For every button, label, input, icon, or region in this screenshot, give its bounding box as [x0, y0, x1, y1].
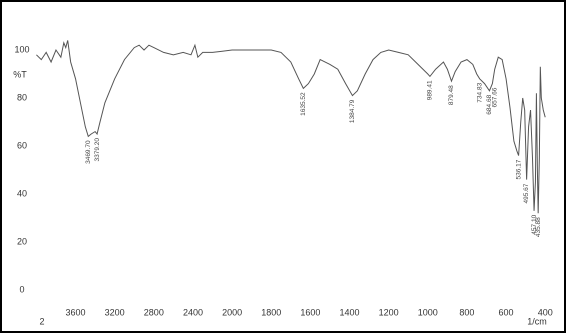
peak-label: 457.10 — [531, 214, 538, 234]
peak-label: 989.41 — [427, 80, 434, 100]
x-tick-label: 3600 — [66, 307, 86, 317]
x-tick-label: 1200 — [379, 307, 399, 317]
peak-label: 657.66 — [492, 87, 499, 107]
x-tick-label: 400 — [538, 307, 553, 317]
peak-label: 536.17 — [515, 159, 522, 179]
peak-label: 1635.52 — [300, 92, 307, 116]
peak-label: 1384.79 — [349, 99, 356, 123]
y-tick-label: 100 — [14, 44, 29, 54]
peak-label: 3469.70 — [85, 140, 92, 164]
y-tick-label: 80 — [17, 92, 27, 102]
x-tick-label: 1800 — [261, 307, 281, 317]
x-tick-label: 3200 — [105, 307, 125, 317]
corner-label: 2 — [39, 316, 44, 326]
y-tick-label: 20 — [17, 236, 27, 246]
peak-label: 684.68 — [486, 94, 493, 114]
x-tick-label: 2800 — [144, 307, 164, 317]
y-tick-label: 60 — [17, 140, 27, 150]
x-tick-label: 1400 — [340, 307, 360, 317]
x-tick-label: 1600 — [300, 307, 320, 317]
x-tick-label: 2400 — [183, 307, 203, 317]
spectrum-line — [36, 40, 546, 214]
x-axis-label: 1/cm — [527, 316, 547, 326]
peak-label: 495.67 — [523, 183, 530, 203]
peak-label: 3379.20 — [94, 138, 101, 162]
x-tick-label: 800 — [459, 307, 474, 317]
y-tick-label: 0 — [19, 284, 24, 294]
peak-label: 734.83 — [476, 82, 483, 102]
y-tick-label: 40 — [17, 188, 27, 198]
y-axis-label: %T — [13, 69, 27, 79]
x-tick-label: 1000 — [418, 307, 438, 317]
peak-label: 879.48 — [448, 85, 455, 105]
peak-label: 435.88 — [535, 217, 542, 237]
x-tick-label: 2000 — [222, 307, 242, 317]
x-tick-label: 600 — [499, 307, 514, 317]
